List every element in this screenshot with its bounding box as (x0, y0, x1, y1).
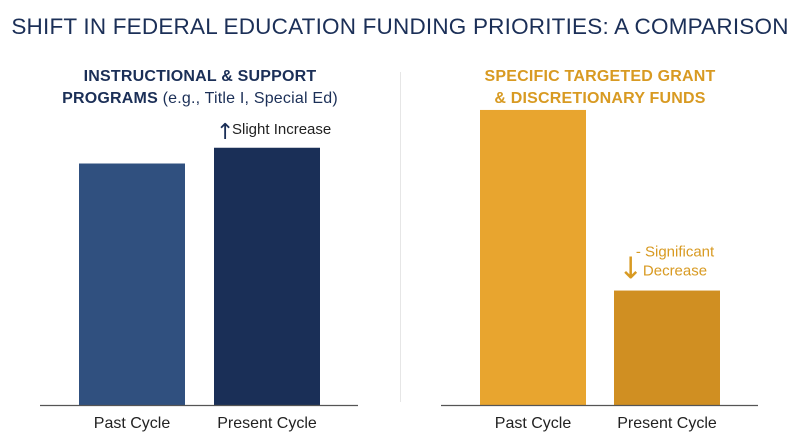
chart-title: SHIFT IN FEDERAL EDUCATION FUNDING PRIOR… (11, 14, 789, 39)
up-arrow-icon: ↑ (216, 120, 234, 145)
bar-left-present (214, 147, 320, 405)
category-label: Present Cycle (217, 415, 317, 432)
down-arrow-icon: ↓ (618, 252, 643, 287)
category-label: Past Cycle (495, 415, 572, 432)
left-heading-normal: (e.g., Title I, Special Ed) (162, 90, 338, 107)
left-heading-line1: INSTRUCTIONAL & SUPPORT (83, 68, 317, 85)
left-heading-bold: PROGRAMS (62, 90, 158, 107)
right-heading-line2: & DISCRETIONARY FUNDS (494, 90, 706, 107)
bar-right-present (614, 290, 720, 405)
right-heading-line1: SPECIFIC TARGETED GRANT (484, 68, 716, 85)
bar-right-past (480, 109, 586, 405)
bar-left-past (79, 163, 185, 405)
right-panel-heading: SPECIFIC TARGETED GRANT & DISCRETIONARY … (440, 66, 760, 110)
left-heading-line2: PROGRAMS (e.g., Title I, Special Ed) (40, 88, 360, 110)
annotation-label-line1: - Significant (636, 244, 715, 261)
left-panel-heading: INSTRUCTIONAL & SUPPORT PROGRAMS (e.g., … (40, 66, 360, 110)
annotation-label: Slight Increase (232, 121, 331, 138)
panel-divider (400, 72, 401, 402)
category-label: Present Cycle (617, 415, 717, 432)
category-label: Past Cycle (94, 415, 171, 432)
annotation-label-line2: Decrease (643, 263, 707, 280)
